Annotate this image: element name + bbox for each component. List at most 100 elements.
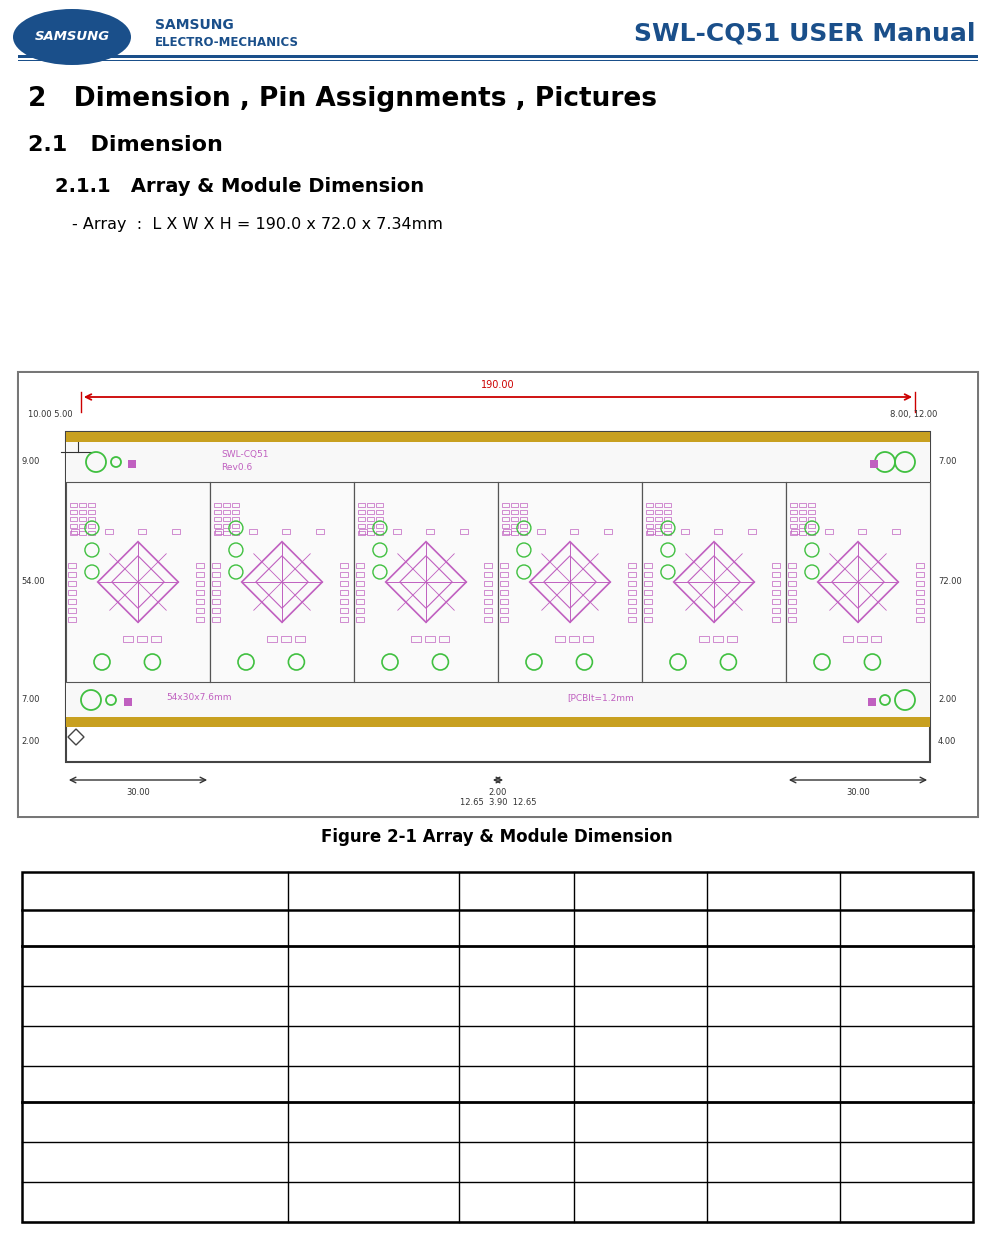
- Bar: [807, 518, 814, 521]
- Text: -: -: [769, 959, 775, 974]
- Bar: [281, 529, 289, 534]
- Bar: [70, 524, 77, 527]
- Text: -: -: [371, 1039, 377, 1054]
- Bar: [502, 524, 509, 527]
- Bar: [787, 562, 795, 567]
- Bar: [358, 531, 365, 535]
- Bar: [376, 510, 383, 514]
- Bar: [643, 617, 651, 622]
- Bar: [555, 636, 565, 642]
- Text: Max.: Max.: [755, 884, 790, 899]
- Bar: [367, 503, 374, 508]
- Bar: [627, 609, 635, 614]
- Bar: [124, 698, 132, 706]
- Bar: [214, 503, 221, 508]
- Text: -: -: [513, 1115, 519, 1130]
- Bar: [915, 562, 923, 567]
- Bar: [137, 636, 147, 642]
- Bar: [603, 529, 611, 534]
- Bar: [70, 503, 77, 508]
- Bar: [483, 609, 491, 614]
- Bar: [798, 503, 805, 508]
- Bar: [376, 518, 383, 521]
- Text: SWL-CQ51 USER Manual: SWL-CQ51 USER Manual: [633, 22, 974, 46]
- Bar: [459, 529, 467, 534]
- Bar: [807, 503, 814, 508]
- Bar: [68, 617, 76, 622]
- Bar: [196, 562, 204, 567]
- Bar: [520, 518, 527, 521]
- Text: 2   Dimension , Pin Assignments , Pictures: 2 Dimension , Pin Assignments , Pictures: [28, 86, 656, 112]
- Text: Height: Height: [129, 1039, 180, 1054]
- Bar: [214, 510, 221, 514]
- Bar: [771, 562, 779, 567]
- Bar: [483, 581, 491, 586]
- Text: 9.00: 9.00: [21, 458, 40, 466]
- Bar: [212, 590, 220, 595]
- Bar: [214, 518, 221, 521]
- Bar: [87, 510, 94, 514]
- Text: mm: mm: [891, 1115, 920, 1130]
- Text: 7.00: 7.00: [21, 695, 40, 705]
- Bar: [280, 636, 290, 642]
- Bar: [569, 636, 579, 642]
- Bar: [358, 524, 365, 527]
- Bar: [915, 609, 923, 614]
- Bar: [367, 510, 374, 514]
- Bar: [771, 617, 779, 622]
- Bar: [643, 590, 651, 595]
- Bar: [654, 524, 661, 527]
- Bar: [654, 531, 661, 535]
- Bar: [511, 524, 518, 527]
- Bar: [354, 483, 498, 682]
- Bar: [536, 529, 544, 534]
- Text: mm: mm: [891, 1155, 920, 1170]
- Bar: [627, 581, 635, 586]
- Bar: [358, 503, 365, 508]
- Bar: [196, 617, 204, 622]
- Bar: [248, 529, 256, 534]
- Text: 10.00 5.00: 10.00 5.00: [28, 410, 73, 419]
- Bar: [340, 590, 348, 595]
- Bar: [68, 572, 76, 577]
- Bar: [294, 636, 305, 642]
- Bar: [771, 572, 779, 577]
- Bar: [807, 524, 814, 527]
- Text: Dimension (Array): Dimension (Array): [32, 920, 196, 935]
- Bar: [196, 609, 204, 614]
- Bar: [232, 518, 239, 521]
- Text: 30.00: 30.00: [845, 788, 869, 797]
- Bar: [654, 518, 661, 521]
- Bar: [212, 599, 220, 604]
- Bar: [356, 609, 364, 614]
- Bar: [79, 524, 85, 527]
- Bar: [151, 636, 161, 642]
- Text: -: -: [371, 999, 377, 1014]
- Bar: [645, 524, 652, 527]
- Bar: [500, 609, 508, 614]
- Bar: [787, 617, 795, 622]
- Bar: [645, 518, 652, 521]
- Bar: [425, 529, 433, 534]
- Bar: [18, 55, 977, 59]
- Text: -: -: [371, 1195, 377, 1210]
- Bar: [212, 562, 220, 567]
- Bar: [223, 524, 230, 527]
- Text: Rev0.6: Rev0.6: [221, 463, 252, 473]
- Bar: [123, 636, 133, 642]
- Text: ELECTRO-MECHANICS: ELECTRO-MECHANICS: [155, 35, 299, 49]
- Bar: [68, 581, 76, 586]
- Bar: [746, 529, 754, 534]
- Bar: [714, 529, 722, 534]
- Text: Parameter: Parameter: [117, 884, 193, 899]
- Bar: [483, 617, 491, 622]
- Bar: [70, 531, 77, 535]
- Bar: [824, 529, 832, 534]
- Bar: [798, 518, 805, 521]
- Bar: [315, 529, 323, 534]
- Bar: [340, 609, 348, 614]
- Bar: [511, 531, 518, 535]
- Bar: [663, 531, 670, 535]
- Bar: [857, 529, 865, 534]
- Bar: [79, 503, 85, 508]
